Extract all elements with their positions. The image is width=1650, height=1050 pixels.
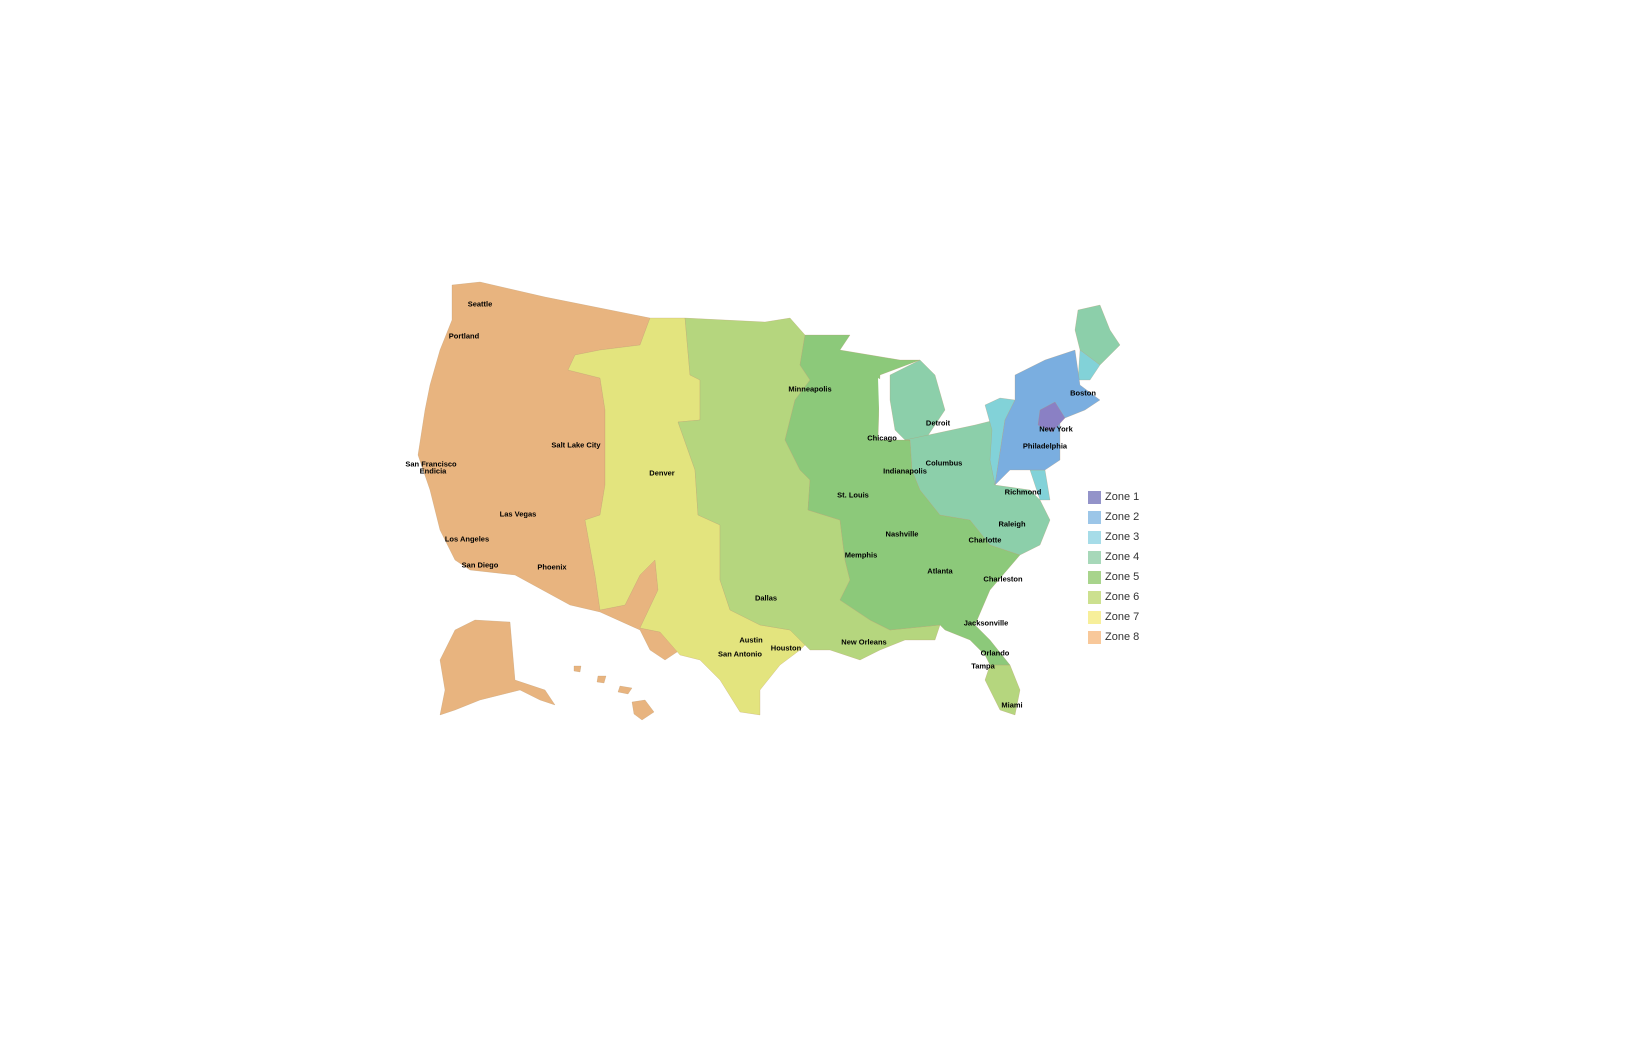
city-label: Raleigh: [998, 519, 1026, 529]
legend-label: Zone 6: [1105, 591, 1140, 603]
city-label: Phoenix: [537, 562, 567, 572]
city-label: Salt Lake City: [551, 440, 601, 450]
legend-label: Zone 5: [1105, 571, 1140, 583]
city-label: Orlando: [980, 648, 1010, 658]
city-label: Denver: [649, 468, 675, 478]
legend-swatch: [1088, 510, 1101, 524]
city-label: New Orleans: [841, 637, 887, 647]
legend-swatch: [1088, 630, 1101, 644]
legend-label: Zone 2: [1105, 511, 1140, 523]
legend-item-zone-4: Zone 4: [1088, 547, 1139, 567]
city-label: St. Louis: [837, 490, 869, 500]
legend-swatch: [1088, 590, 1101, 604]
zone-1-region[interactable]: [1037, 401, 1066, 433]
zone-8-alaska[interactable]: [439, 619, 556, 716]
zone-8-hawaii-2[interactable]: [617, 685, 633, 695]
city-label: Dallas: [754, 593, 778, 603]
city-label: Miami: [1001, 700, 1023, 710]
legend-item-zone-7: Zone 7: [1088, 607, 1139, 627]
city-label: Endicia: [419, 466, 447, 476]
city-label: Charlotte: [968, 535, 1002, 545]
city-label: New York: [1039, 424, 1073, 434]
lake-michigan: [878, 378, 893, 440]
legend-swatch: [1088, 550, 1101, 564]
zone-4-michigan[interactable]: [889, 359, 946, 441]
city-label: Richmond: [1004, 487, 1042, 497]
legend-label: Zone 1: [1105, 491, 1140, 503]
city-label: Seattle: [467, 299, 493, 309]
legend-swatch: [1088, 530, 1101, 544]
legend-item-zone-6: Zone 6: [1088, 587, 1139, 607]
legend-item-zone-2: Zone 2: [1088, 507, 1139, 527]
zone-3-nh[interactable]: [1077, 349, 1101, 381]
city-label: Las Vegas: [499, 509, 537, 519]
city-label: San Diego: [461, 560, 499, 570]
legend-item-zone-3: Zone 3: [1088, 527, 1139, 547]
city-label: Atlanta: [927, 566, 953, 576]
city-label: Portland: [448, 331, 480, 341]
city-label: Charleston: [983, 574, 1023, 584]
legend-item-zone-8: Zone 8: [1088, 627, 1139, 647]
zone-8-hawaii-4[interactable]: [573, 665, 582, 673]
city-label: Tampa: [971, 661, 995, 671]
city-label: Jacksonville: [963, 618, 1009, 628]
city-label: San Francisco: [405, 459, 457, 469]
city-label: Indianapolis: [883, 466, 927, 476]
legend-swatch: [1088, 490, 1101, 504]
city-label: Philadelphia: [1022, 441, 1068, 451]
zone-8-hawaii-3[interactable]: [596, 675, 607, 684]
city-label: Chicago: [867, 433, 897, 443]
city-label: Los Angeles: [444, 534, 490, 544]
legend-label: Zone 3: [1105, 531, 1140, 543]
legend: Zone 1 Zone 2 Zone 3 Zone 4 Zone 5 Zone 6 Zone…: [1088, 487, 1139, 647]
zone-4-maine[interactable]: [1074, 304, 1121, 366]
legend-label: Zone 4: [1105, 551, 1140, 563]
legend-item-zone-1: Zone 1: [1088, 487, 1139, 507]
city-label: Austin: [739, 635, 763, 645]
city-label: Nashville: [885, 529, 919, 539]
city-label: Minneapolis: [788, 384, 832, 394]
legend-swatch: [1088, 610, 1101, 624]
legend-swatch: [1088, 570, 1101, 584]
city-label: Houston: [770, 643, 802, 653]
city-label: San Antonio: [718, 649, 762, 659]
city-label: Memphis: [844, 550, 878, 560]
legend-label: Zone 7: [1105, 611, 1140, 623]
city-label: Detroit: [925, 418, 951, 428]
zone-8-hawaii[interactable]: [631, 699, 655, 721]
city-label: Boston: [1070, 388, 1096, 398]
city-label: Columbus: [925, 458, 963, 468]
legend-label: Zone 8: [1105, 631, 1140, 643]
legend-item-zone-5: Zone 5: [1088, 567, 1139, 587]
